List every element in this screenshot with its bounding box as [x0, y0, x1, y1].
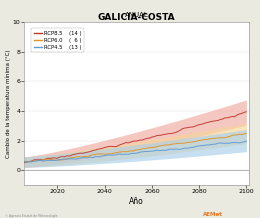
- Text: ANUAL: ANUAL: [125, 12, 148, 18]
- Legend: RCP8.5    (14 ), RCP6.0    (  6 ), RCP4.5    (13 ): RCP8.5 (14 ), RCP6.0 ( 6 ), RCP4.5 (13 ): [31, 28, 84, 52]
- Title: GALICIA-COSTA: GALICIA-COSTA: [98, 12, 175, 22]
- Text: AEMet: AEMet: [203, 212, 223, 217]
- X-axis label: Año: Año: [129, 197, 144, 206]
- Y-axis label: Cambio de la temperatura mínima (°C): Cambio de la temperatura mínima (°C): [5, 49, 11, 158]
- Text: © Agencia Estatal de Meteorología: © Agencia Estatal de Meteorología: [5, 214, 57, 218]
